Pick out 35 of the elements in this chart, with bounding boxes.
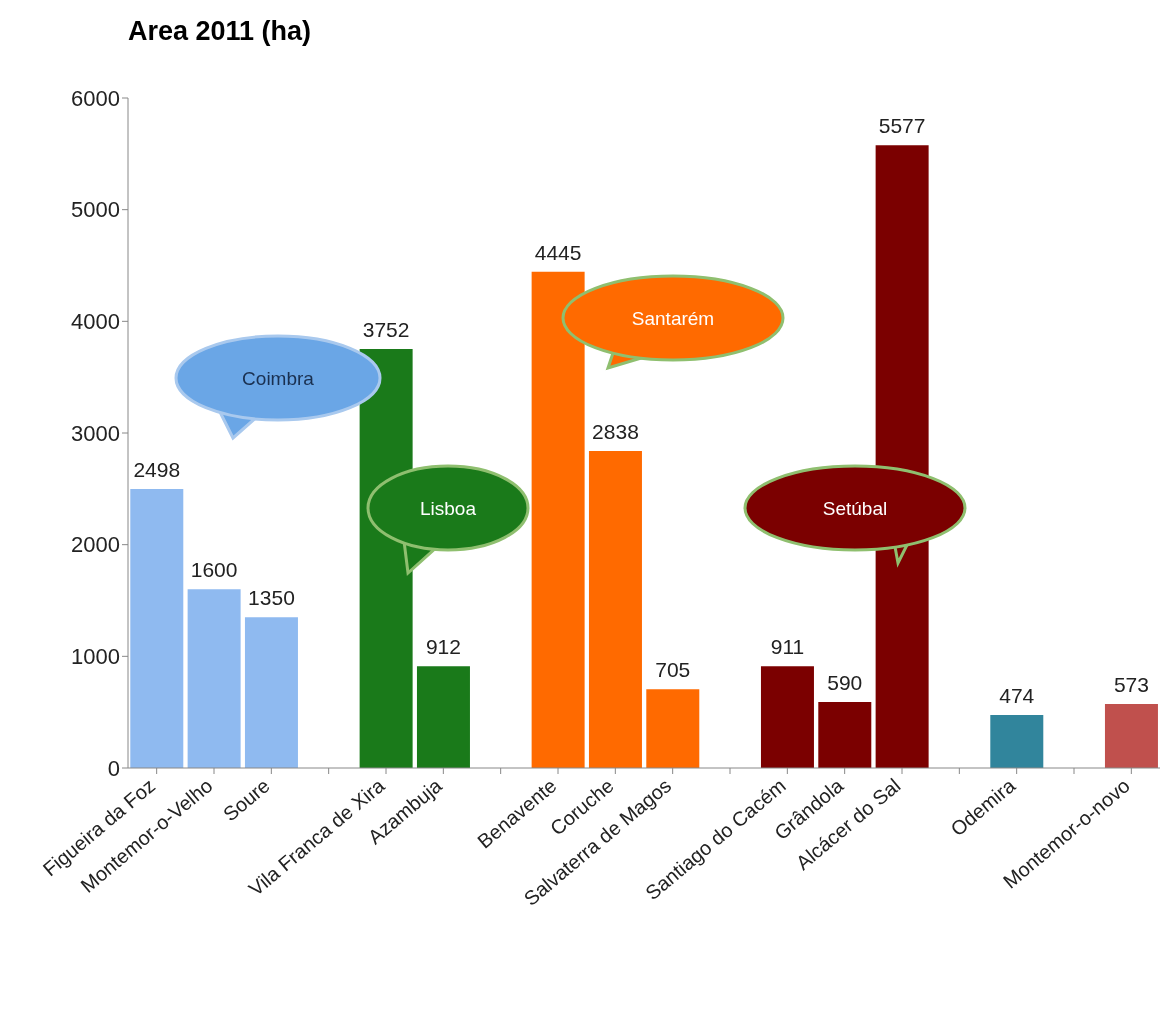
data-label: 911	[770, 635, 805, 659]
data-label: 474	[999, 684, 1035, 708]
annotation: Lisboa	[420, 498, 477, 519]
y-tick-label: 3000	[71, 420, 120, 446]
data-label: 1600	[190, 558, 238, 582]
bar	[760, 666, 814, 768]
y-tick-label: 1000	[71, 644, 120, 670]
annotation: Coimbra	[242, 368, 315, 389]
data-label: 4445	[534, 240, 582, 264]
bar	[990, 715, 1044, 768]
y-tick-label: 2000	[71, 532, 120, 558]
bar	[531, 271, 585, 768]
chart-title: Area 2011 (ha)	[128, 16, 312, 47]
bar	[818, 702, 872, 768]
data-label: 2498	[133, 458, 181, 482]
bar	[646, 689, 700, 768]
bar	[187, 589, 241, 768]
bar	[416, 666, 470, 768]
data-label: 573	[1113, 673, 1149, 697]
annotation: Setúbal	[822, 498, 888, 519]
data-label: 705	[655, 658, 691, 682]
bar	[1104, 704, 1158, 768]
data-label: 912	[425, 635, 461, 659]
data-label: 1350	[248, 586, 295, 610]
data-label: 590	[827, 671, 863, 695]
annotation: Santarém	[631, 308, 715, 329]
data-label: 2838	[592, 420, 639, 444]
y-tick-label: 0	[107, 755, 120, 781]
y-tick-label: 4000	[71, 309, 120, 335]
data-label: 5577	[878, 114, 926, 138]
bar	[244, 617, 298, 768]
bar	[130, 489, 184, 768]
bar	[588, 451, 642, 768]
y-tick-label: 6000	[71, 85, 120, 111]
y-tick-label: 5000	[71, 197, 120, 223]
